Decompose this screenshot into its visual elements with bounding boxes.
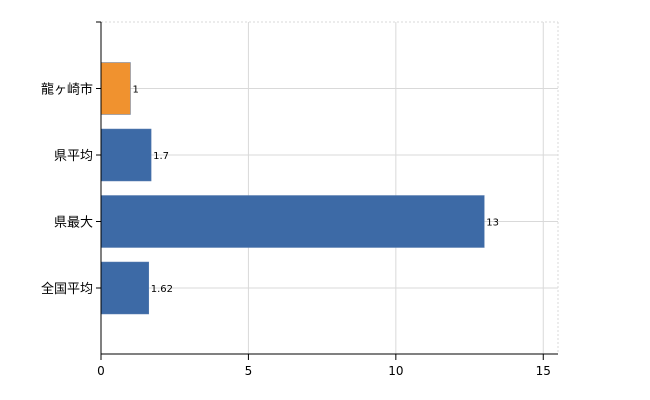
x-tick-label: 15 [536,364,551,378]
bar-value-label: 1 [132,85,138,96]
axes [96,21,558,360]
x-tick-label: 5 [245,364,253,378]
x-tick-label: 0 [97,364,105,378]
x-tick-label: 10 [388,364,403,378]
bar-1 [100,62,131,115]
bar-2 [100,128,152,182]
bar-4 [100,261,150,315]
bar-3 [100,195,485,248]
bar-value-label: 1.62 [151,284,173,295]
bar-value-label: 1.7 [153,151,169,162]
category-label: 県平均 [54,149,93,164]
bar-value-label: 13 [486,218,499,229]
grid-lines [101,21,559,354]
category-label: 県最大 [54,216,93,231]
category-label: 全国平均 [41,281,93,297]
category-label: 龍ヶ崎市 [41,82,93,98]
bars [100,62,485,315]
